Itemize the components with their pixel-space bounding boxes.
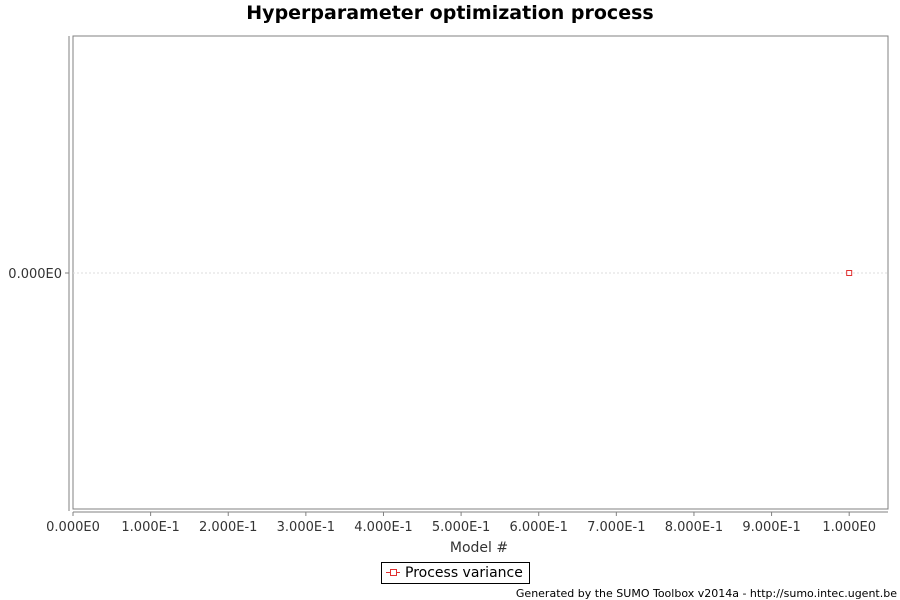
x-tick-label: 0.000E0 <box>46 520 100 535</box>
x-tick-label: 2.000E-1 <box>199 520 257 535</box>
chart-title: Hyperparameter optimization process <box>246 2 654 24</box>
footer-credit: Generated by the SUMO Toolbox v2014a - h… <box>515 587 897 600</box>
x-tick-label: 8.000E-1 <box>665 520 723 535</box>
x-tick-label: 4.000E-1 <box>354 520 412 535</box>
x-tick-label: 1.000E-1 <box>121 520 179 535</box>
x-tick-label: 7.000E-1 <box>587 520 645 535</box>
x-tick-label: 3.000E-1 <box>277 520 335 535</box>
x-axis-label: Model # <box>450 540 508 556</box>
legend: Process variance <box>381 562 530 584</box>
legend-label: Process variance <box>405 565 523 581</box>
plot-frame <box>72 35 889 510</box>
x-tick-label: 5.000E-1 <box>432 520 490 535</box>
x-tick-label: 1.000E0 <box>822 520 876 535</box>
data-point <box>846 270 853 276</box>
x-tick-label: 9.000E-1 <box>742 520 800 535</box>
legend-marker-icon <box>386 568 400 578</box>
x-tick-label: 6.000E-1 <box>510 520 568 535</box>
y-tick-label: 0.000E0 <box>8 267 62 282</box>
